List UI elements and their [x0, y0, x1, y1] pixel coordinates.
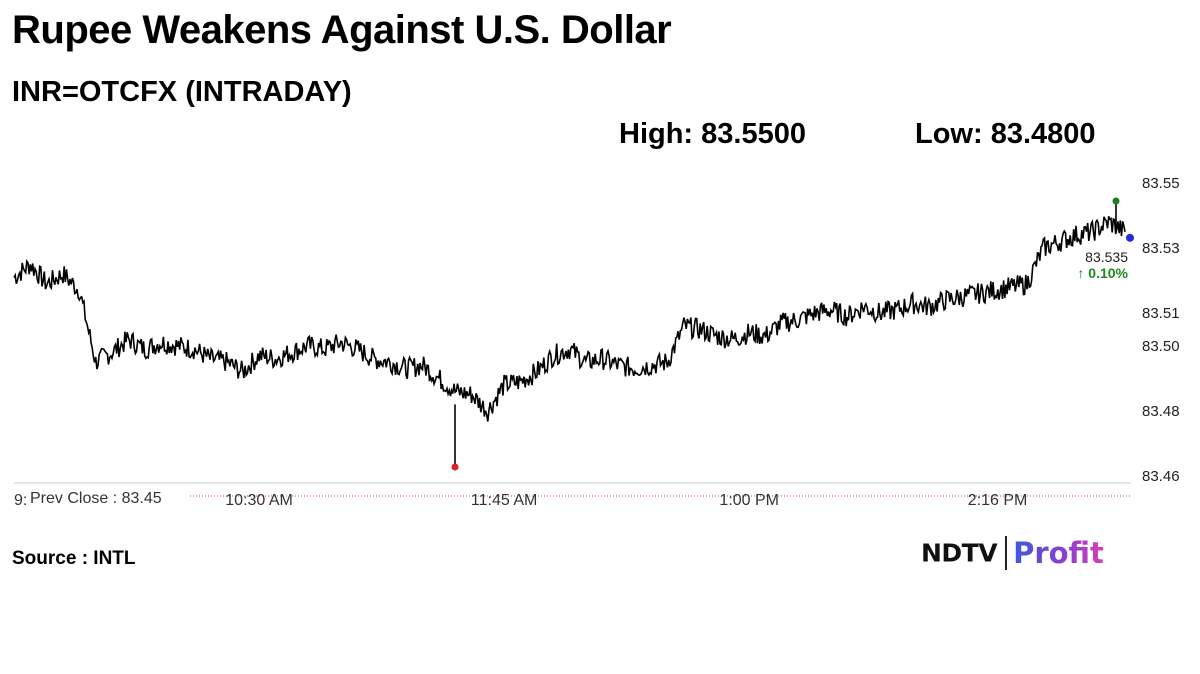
change-percent-label: ↑ 0.10% [1077, 265, 1128, 281]
ndtv-profit-logo: NDTV Profit [921, 536, 1104, 576]
x-tick-label: 1:00 PM [719, 492, 779, 509]
high-value: High: 83.5500 [619, 118, 806, 150]
chart-subtitle: INR=OTCFX (INTRADAY) [12, 76, 352, 108]
high-marker [1112, 197, 1120, 205]
x-tick-label: 2:16 PM [968, 492, 1028, 509]
low-marker [451, 463, 459, 471]
x-tick-label: 9: [14, 492, 27, 509]
y-tick-label: 83.46 [1142, 468, 1180, 485]
logo-profit-text: Profit [1013, 536, 1104, 570]
price-line [13, 216, 1126, 422]
x-tick-label: 10:30 AM [225, 492, 293, 509]
y-tick-label: 83.50 [1142, 338, 1180, 355]
source-note: Source : INTL [12, 548, 136, 569]
x-tick-label: 11:45 AM [471, 492, 537, 509]
y-tick-label: 83.51 [1142, 305, 1180, 322]
prev-close-label: Prev Close : 83.45 [30, 490, 162, 507]
y-tick-label: 83.53 [1142, 240, 1180, 257]
last-value-marker [1126, 233, 1134, 242]
logo-divider [1005, 536, 1008, 570]
y-tick-label: 83.55 [1142, 175, 1180, 192]
chart-title: Rupee Weakens Against U.S. Dollar [12, 8, 672, 52]
y-tick-label: 83.48 [1142, 403, 1180, 420]
last-value-label: 83.535 [1085, 249, 1128, 265]
logo-ndtv-text: NDTV [921, 538, 998, 568]
low-value: Low: 83.4800 [915, 118, 1096, 150]
